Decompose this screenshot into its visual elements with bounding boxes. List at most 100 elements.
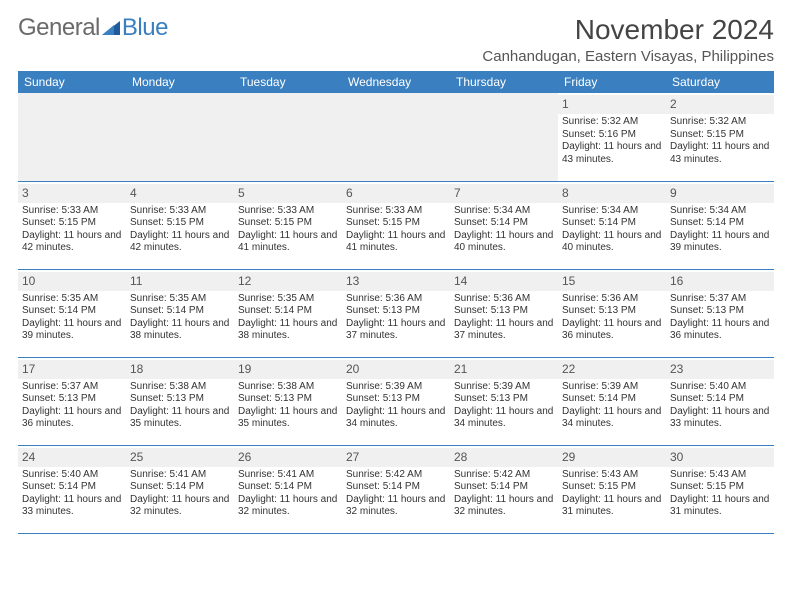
day-number: 1 [558, 95, 666, 114]
calendar-cell: 17Sunrise: 5:37 AMSunset: 5:13 PMDayligh… [18, 357, 126, 445]
sunrise-text: Sunrise: 5:43 AM [562, 469, 662, 482]
dow-friday: Friday [558, 71, 666, 93]
day-number: 10 [18, 272, 126, 291]
calendar-cell: 3Sunrise: 5:33 AMSunset: 5:15 PMDaylight… [18, 181, 126, 269]
calendar-cell: 12 Sunrise: 5:35 AMSunset: 5:14 PMDayligh… [234, 269, 342, 357]
sunset-text: Sunset: 5:14 PM [238, 305, 338, 318]
sunset-text: Sunset: 5:14 PM [454, 481, 554, 494]
daylight-text: Daylight: 11 hours and 41 minutes. [238, 230, 338, 255]
daylight-text: Daylight: 11 hours and 40 minutes. [454, 230, 554, 255]
calendar-week-row: 1Sunrise: 5:32 AMSunset: 5:16 PMDaylight… [18, 93, 774, 181]
daylight-text: Daylight: 11 hours and 42 minutes. [22, 230, 122, 255]
calendar-cell [450, 93, 558, 181]
calendar-week-row: 3Sunrise: 5:33 AMSunset: 5:15 PMDaylight… [18, 181, 774, 269]
sunrise-text: Sunrise: 5:33 AM [130, 205, 230, 218]
sunrise-text: Sunrise: 5:40 AM [22, 469, 122, 482]
sunrise-text: Sunrise: 5:41 AM [130, 469, 230, 482]
calendar-cell: 10Sunrise: 5:35 AMSunset: 5:14 PMDayligh… [18, 269, 126, 357]
sunset-text: Sunset: 5:13 PM [670, 305, 770, 318]
calendar-cell: 14Sunrise: 5:36 AMSunset: 5:13 PMDayligh… [450, 269, 558, 357]
calendar-cell: 22Sunrise: 5:39 AMSunset: 5:14 PMDayligh… [558, 357, 666, 445]
day-number: 2 [666, 95, 774, 114]
sunrise-text: Sunrise: 5:43 AM [670, 469, 770, 482]
daylight-text: Daylight: 11 hours and 32 minutes. [238, 494, 338, 519]
calendar-cell: 2Sunrise: 5:32 AMSunset: 5:15 PMDaylight… [666, 93, 774, 181]
calendar-week-row: 17Sunrise: 5:37 AMSunset: 5:13 PMDayligh… [18, 357, 774, 445]
calendar-cell: 25Sunrise: 5:41 AMSunset: 5:14 PMDayligh… [126, 445, 234, 533]
day-number: 14 [450, 272, 558, 291]
sunrise-text: Sunrise: 5:35 AM [238, 293, 338, 306]
day-number: 25 [126, 448, 234, 467]
calendar-cell: 8Sunrise: 5:34 AMSunset: 5:14 PMDaylight… [558, 181, 666, 269]
daylight-text: Daylight: 11 hours and 31 minutes. [562, 494, 662, 519]
sunset-text: Sunset: 5:14 PM [562, 217, 662, 230]
calendar-cell: 21Sunrise: 5:39 AMSunset: 5:13 PMDayligh… [450, 357, 558, 445]
sunset-text: Sunset: 5:13 PM [130, 393, 230, 406]
sunrise-text: Sunrise: 5:42 AM [454, 469, 554, 482]
day-number: 6 [342, 184, 450, 203]
dow-thursday: Thursday [450, 71, 558, 93]
sunrise-text: Sunrise: 5:37 AM [670, 293, 770, 306]
sunset-text: Sunset: 5:15 PM [670, 481, 770, 494]
calendar-cell: 27Sunrise: 5:42 AMSunset: 5:14 PMDayligh… [342, 445, 450, 533]
daylight-text: Daylight: 11 hours and 34 minutes. [346, 406, 446, 431]
day-number: 8 [558, 184, 666, 203]
dow-saturday: Saturday [666, 71, 774, 93]
calendar-cell [18, 93, 126, 181]
calendar-week-row: 24Sunrise: 5:40 AMSunset: 5:14 PMDayligh… [18, 445, 774, 533]
sunrise-text: Sunrise: 5:36 AM [562, 293, 662, 306]
sunset-text: Sunset: 5:14 PM [670, 393, 770, 406]
daylight-text: Daylight: 11 hours and 39 minutes. [670, 230, 770, 255]
calendar-cell: 13Sunrise: 5:36 AMSunset: 5:13 PMDayligh… [342, 269, 450, 357]
title-block: November 2024 Canhandugan, Eastern Visay… [482, 14, 774, 65]
daylight-text: Daylight: 11 hours and 36 minutes. [22, 406, 122, 431]
sunrise-text: Sunrise: 5:34 AM [454, 205, 554, 218]
calendar-cell: 1Sunrise: 5:32 AMSunset: 5:16 PMDaylight… [558, 93, 666, 181]
day-number: 26 [234, 448, 342, 467]
day-number: 12 [234, 272, 342, 291]
day-number: 23 [666, 360, 774, 379]
daylight-text: Daylight: 11 hours and 34 minutes. [454, 406, 554, 431]
calendar-cell: 23Sunrise: 5:40 AMSunset: 5:14 PMDayligh… [666, 357, 774, 445]
location-text: Canhandugan, Eastern Visayas, Philippine… [482, 48, 774, 65]
sunset-text: Sunset: 5:14 PM [562, 393, 662, 406]
sunset-text: Sunset: 5:13 PM [562, 305, 662, 318]
calendar-cell: 28Sunrise: 5:42 AMSunset: 5:14 PMDayligh… [450, 445, 558, 533]
daylight-text: Daylight: 11 hours and 39 minutes. [22, 318, 122, 343]
day-number: 24 [18, 448, 126, 467]
sunrise-text: Sunrise: 5:36 AM [346, 293, 446, 306]
day-number: 21 [450, 360, 558, 379]
sunset-text: Sunset: 5:15 PM [130, 217, 230, 230]
sunset-text: Sunset: 5:16 PM [562, 129, 662, 142]
sunset-text: Sunset: 5:13 PM [346, 305, 446, 318]
sunrise-text: Sunrise: 5:32 AM [670, 116, 770, 129]
day-number: 11 [126, 272, 234, 291]
daylight-text: Daylight: 11 hours and 37 minutes. [454, 318, 554, 343]
daylight-text: Daylight: 11 hours and 33 minutes. [22, 494, 122, 519]
sunrise-text: Sunrise: 5:37 AM [22, 381, 122, 394]
dow-tuesday: Tuesday [234, 71, 342, 93]
day-number: 5 [234, 184, 342, 203]
sunset-text: Sunset: 5:15 PM [346, 217, 446, 230]
sunset-text: Sunset: 5:14 PM [238, 481, 338, 494]
calendar-body: 1 Sunrise: 5:32 AM Sunset: 5:16 PM Daylight… [18, 93, 774, 533]
daylight-text: Daylight: 11 hours and 40 minutes. [562, 230, 662, 255]
daylight-text: Daylight: 11 hours and 32 minutes. [130, 494, 230, 519]
day-number: 15 [558, 272, 666, 291]
calendar-cell: 6Sunrise: 5:33 AMSunset: 5:15 PMDaylight… [342, 181, 450, 269]
sunset-text: Sunset: 5:15 PM [238, 217, 338, 230]
sunrise-text: Sunrise: 5:34 AM [670, 205, 770, 218]
header: General Blue November 2024 Canhandugan, … [18, 14, 774, 65]
daylight-text: Daylight: 11 hours and 37 minutes. [346, 318, 446, 343]
day-number: 27 [342, 448, 450, 467]
daylight-text: Daylight: 11 hours and 42 minutes. [130, 230, 230, 255]
day-number: 7 [450, 184, 558, 203]
calendar-cell: 26Sunrise: 5:41 AMSunset: 5:14 PMDayligh… [234, 445, 342, 533]
calendar-cell: 29Sunrise: 5:43 AMSunset: 5:15 PMDayligh… [558, 445, 666, 533]
sunset-text: Sunset: 5:14 PM [22, 481, 122, 494]
sunset-text: Sunset: 5:13 PM [22, 393, 122, 406]
daylight-text: Daylight: 11 hours and 38 minutes. [238, 318, 338, 343]
brand-logo: General Blue [18, 14, 168, 42]
sunrise-text: Sunrise: 5:33 AM [346, 205, 446, 218]
daylight-text: Daylight: 11 hours and 35 minutes. [130, 406, 230, 431]
